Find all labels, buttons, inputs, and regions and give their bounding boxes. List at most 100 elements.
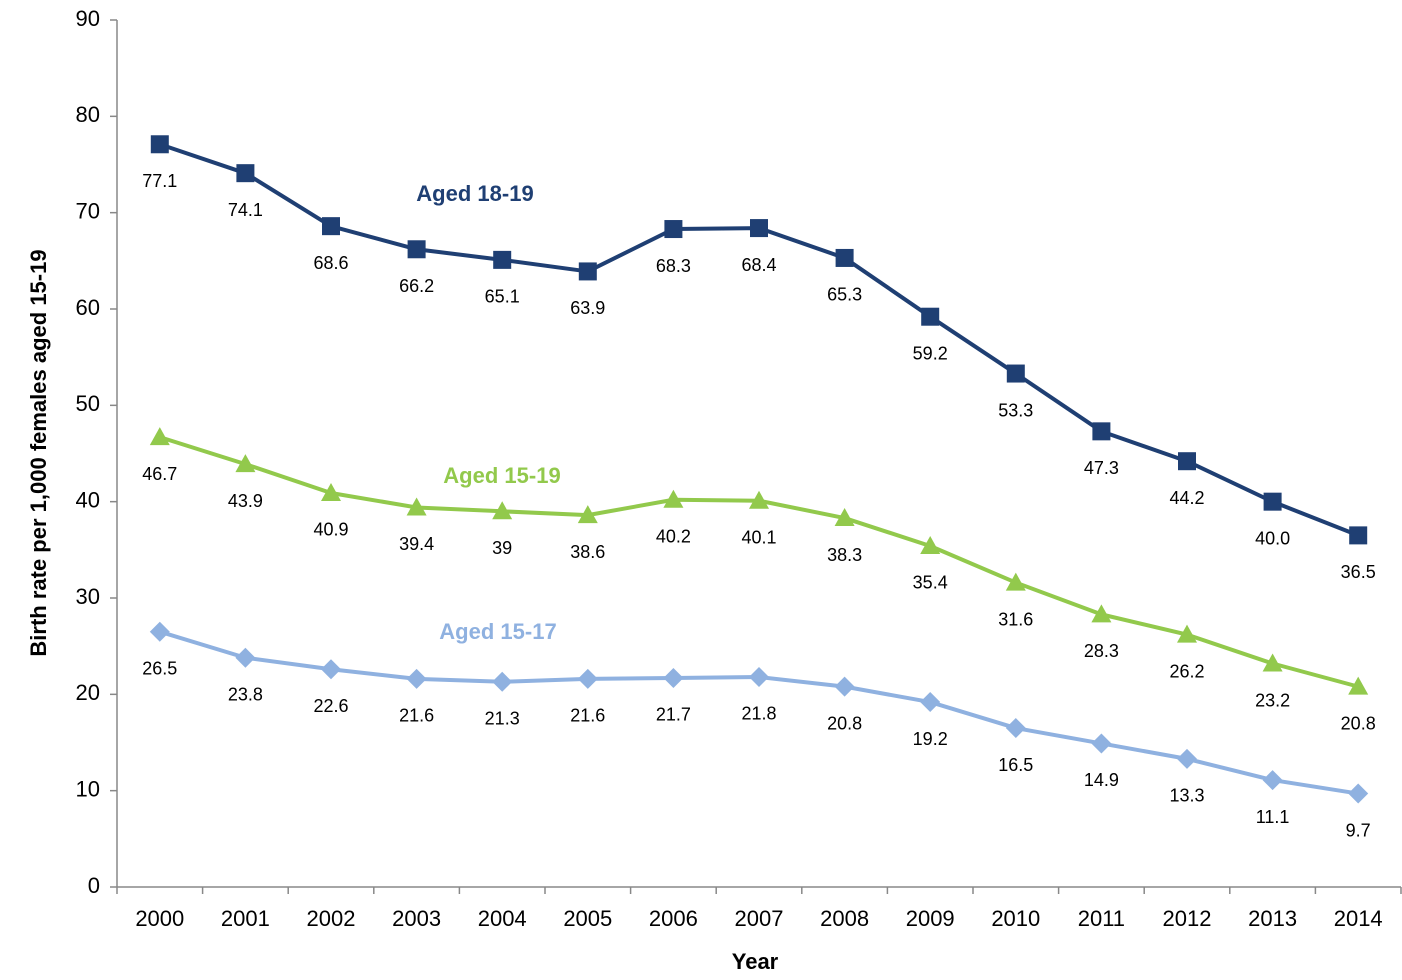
x-tick-label: 2002 bbox=[307, 906, 356, 931]
x-tick-label: 2010 bbox=[991, 906, 1040, 931]
marker bbox=[578, 262, 597, 281]
data-label: 21.3 bbox=[485, 709, 520, 729]
data-label: 65.1 bbox=[485, 287, 520, 307]
data-label: 38.6 bbox=[570, 542, 605, 562]
marker bbox=[236, 164, 255, 183]
marker bbox=[1006, 364, 1025, 383]
marker bbox=[406, 668, 427, 689]
data-label: 68.6 bbox=[313, 253, 348, 273]
data-label: 11.1 bbox=[1256, 807, 1290, 827]
marker bbox=[663, 489, 684, 508]
series-line bbox=[159, 435, 1359, 689]
data-label: 40.0 bbox=[1255, 528, 1290, 548]
marker bbox=[1005, 718, 1026, 739]
x-tick-label: 2009 bbox=[906, 906, 955, 931]
marker bbox=[1005, 572, 1026, 591]
data-label: 39.4 bbox=[399, 534, 434, 554]
data-label: 40.2 bbox=[656, 526, 691, 546]
marker bbox=[920, 692, 941, 713]
x-tick-label: 2014 bbox=[1334, 906, 1383, 931]
marker bbox=[406, 497, 427, 516]
marker bbox=[492, 501, 513, 520]
data-label: 23.2 bbox=[1255, 690, 1290, 710]
y-tick-label: 30 bbox=[76, 584, 100, 609]
marker bbox=[1348, 783, 1369, 804]
marker bbox=[321, 659, 341, 680]
x-tick-label: 2005 bbox=[563, 906, 612, 931]
marker bbox=[1178, 452, 1196, 471]
data-label: 21.8 bbox=[741, 704, 776, 724]
marker bbox=[492, 671, 513, 692]
data-label: 13.3 bbox=[1169, 786, 1204, 806]
data-label: 77.1 bbox=[142, 171, 177, 191]
data-label: 21.7 bbox=[656, 705, 691, 725]
marker bbox=[921, 307, 940, 326]
y-tick-label: 90 bbox=[76, 6, 100, 31]
marker bbox=[749, 666, 769, 687]
data-label: 74.1 bbox=[228, 200, 263, 220]
data-label: 16.5 bbox=[998, 755, 1033, 775]
y-tick-label: 40 bbox=[76, 487, 100, 512]
marker bbox=[577, 505, 598, 524]
data-label: 20.8 bbox=[827, 713, 862, 733]
marker bbox=[407, 240, 426, 259]
data-label: 59.2 bbox=[913, 343, 948, 363]
data-label: 23.8 bbox=[228, 684, 263, 704]
y-tick-label: 70 bbox=[76, 198, 100, 223]
x-tick-label: 2013 bbox=[1248, 906, 1297, 931]
marker bbox=[577, 668, 598, 689]
marker bbox=[1177, 748, 1197, 769]
x-tick-label: 2001 bbox=[221, 906, 270, 931]
data-label: 9.7 bbox=[1346, 820, 1371, 840]
marker bbox=[1091, 733, 1112, 754]
marker bbox=[664, 220, 683, 239]
marker bbox=[834, 508, 855, 527]
x-tick-label: 2000 bbox=[135, 906, 184, 931]
data-label: 36.5 bbox=[1341, 562, 1376, 582]
x-tick-label: 2011 bbox=[1078, 906, 1125, 931]
marker bbox=[834, 676, 855, 697]
x-tick-label: 2007 bbox=[735, 906, 784, 931]
data-label: 19.2 bbox=[913, 729, 948, 749]
x-tick-label: 2006 bbox=[649, 906, 698, 931]
x-tick-label: 2004 bbox=[478, 906, 527, 931]
data-label: 20.8 bbox=[1341, 713, 1376, 733]
data-label: 53.3 bbox=[998, 400, 1033, 420]
series-line bbox=[159, 142, 1359, 538]
marker bbox=[493, 250, 512, 269]
marker bbox=[1262, 653, 1283, 672]
marker bbox=[1091, 604, 1112, 623]
marker bbox=[835, 248, 854, 267]
y-tick-label: 0 bbox=[88, 873, 100, 898]
y-tick-label: 20 bbox=[76, 680, 100, 705]
data-label: 31.6 bbox=[998, 609, 1033, 629]
marker bbox=[149, 621, 170, 642]
marker bbox=[321, 482, 341, 501]
marker bbox=[1348, 676, 1369, 695]
marker bbox=[749, 490, 769, 509]
data-label: 68.3 bbox=[656, 256, 691, 276]
data-label: 35.4 bbox=[913, 573, 948, 593]
data-label: 66.2 bbox=[399, 276, 434, 296]
data-label: 63.9 bbox=[570, 298, 605, 318]
marker bbox=[1177, 624, 1197, 643]
marker bbox=[1263, 492, 1282, 511]
marker bbox=[235, 454, 256, 473]
marker bbox=[235, 647, 256, 668]
data-label: 40.9 bbox=[313, 520, 348, 540]
marker bbox=[150, 135, 169, 154]
data-label: 21.6 bbox=[399, 706, 434, 726]
series-name: Aged 15-19 bbox=[443, 463, 560, 488]
y-tick-label: 80 bbox=[76, 102, 100, 127]
data-label: 43.9 bbox=[228, 491, 263, 511]
y-tick-label: 10 bbox=[76, 776, 100, 801]
marker bbox=[920, 535, 941, 554]
y-tick-label: 50 bbox=[76, 391, 100, 416]
x-tick-label: 2003 bbox=[392, 906, 441, 931]
x-tick-label: 2008 bbox=[820, 906, 869, 931]
data-label: 44.2 bbox=[1169, 488, 1204, 508]
data-label: 68.4 bbox=[741, 255, 776, 275]
marker bbox=[1092, 422, 1111, 441]
marker bbox=[663, 667, 684, 688]
marker bbox=[750, 219, 768, 238]
